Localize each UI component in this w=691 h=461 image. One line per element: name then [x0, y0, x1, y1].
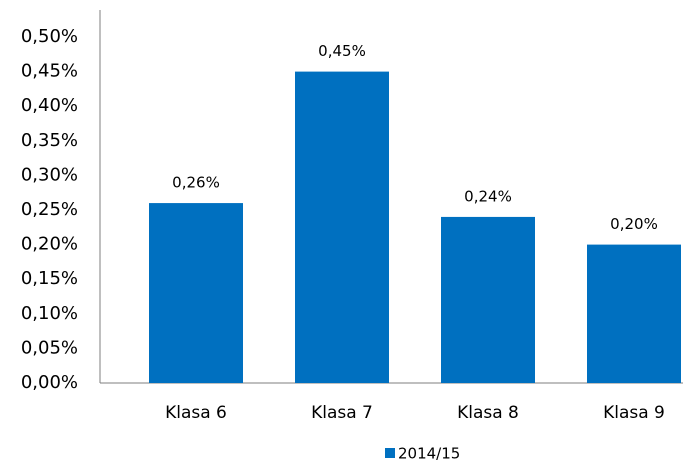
value-label: 0,26% [172, 174, 220, 192]
bar [587, 244, 681, 383]
x-tick-label: Klasa 9 [603, 403, 665, 423]
y-tick-label: 0,05% [21, 337, 78, 358]
value-label: 0,45% [318, 42, 366, 60]
legend-label: 2014/15 [398, 445, 460, 461]
bar [295, 71, 389, 383]
y-tick-label: 0,45% [21, 61, 78, 82]
y-tick-label: 0,00% [21, 372, 78, 393]
y-tick-label: 0,15% [21, 268, 78, 289]
bar [149, 203, 243, 383]
x-tick-label: Klasa 6 [165, 403, 227, 423]
legend-swatch [385, 448, 395, 458]
y-tick-label: 0,20% [21, 234, 78, 255]
x-tick-label: Klasa 7 [311, 403, 373, 423]
value-label: 0,24% [464, 187, 512, 205]
value-label: 0,20% [610, 215, 658, 233]
y-tick-label: 0,25% [21, 199, 78, 220]
y-tick-label: 0,35% [21, 130, 78, 151]
x-tick-label: Klasa 8 [457, 403, 519, 423]
y-tick-label: 0,10% [21, 303, 78, 324]
y-tick-label: 0,30% [21, 164, 78, 185]
y-tick-label: 0,50% [21, 26, 78, 47]
y-tick-label: 0,40% [21, 95, 78, 116]
bar [441, 216, 535, 383]
